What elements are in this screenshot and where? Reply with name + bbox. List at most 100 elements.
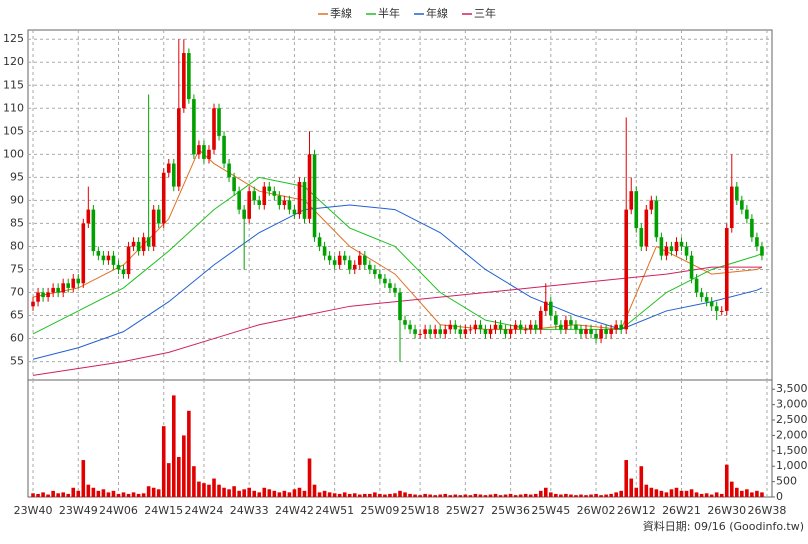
candle-body	[267, 186, 272, 192]
volume-bar	[197, 481, 201, 497]
candle-body	[669, 246, 674, 252]
x-tick-label: 25W36	[491, 504, 530, 517]
volume-bar	[192, 466, 196, 497]
candle-body	[151, 209, 156, 247]
candle-body	[614, 324, 618, 330]
candle-body	[81, 223, 86, 284]
volume-bar	[674, 487, 679, 497]
candle-body	[694, 278, 699, 293]
volume-bar	[302, 490, 307, 497]
volume-bar	[177, 456, 181, 497]
volume-bar	[378, 493, 382, 497]
candle-body	[624, 209, 629, 330]
volume-bar	[448, 495, 453, 497]
candle-body	[513, 324, 518, 330]
volume-bar	[714, 492, 719, 497]
candle-body	[438, 329, 443, 334]
volume-bar	[569, 494, 573, 497]
candle-body	[202, 145, 206, 159]
volume-bar	[745, 489, 749, 497]
volume-bar	[337, 493, 342, 497]
y-tick-label: 120	[3, 55, 24, 68]
candle-body	[463, 329, 468, 334]
candle-body	[453, 324, 458, 330]
volume-bar	[297, 487, 302, 497]
volume-bar	[327, 492, 332, 497]
candle-body	[559, 324, 563, 330]
volume-bar	[493, 493, 498, 497]
volume-bar	[277, 492, 282, 497]
volume-bar	[528, 494, 533, 497]
candle-body	[584, 329, 588, 334]
candle-body	[724, 228, 729, 311]
volume-bar	[508, 493, 513, 497]
source-note: 資料日期: 09/16 (Goodinfo.tw)	[643, 519, 804, 533]
candle-body	[594, 333, 598, 339]
candle-body	[729, 186, 734, 229]
x-tick-label: 24W42	[275, 504, 314, 517]
candle-body	[46, 292, 50, 298]
candle-body	[528, 324, 533, 330]
candle-body	[252, 191, 257, 201]
candle-body	[66, 283, 71, 288]
volume-bar	[332, 493, 337, 497]
volume-bar	[357, 494, 362, 497]
candle-body	[227, 163, 231, 178]
volume-bar	[146, 486, 151, 497]
volume-bar	[694, 492, 699, 497]
volume-bar	[729, 481, 734, 497]
x-tick-label: 25W27	[446, 504, 485, 517]
candle-body	[458, 329, 463, 334]
volume-bar	[554, 493, 558, 497]
y-tick-label: 0	[776, 490, 783, 503]
candle-body	[101, 255, 106, 261]
legend: 季線 半年 年線 三年	[318, 6, 496, 20]
volume-bar	[699, 493, 704, 497]
candle-body	[498, 324, 503, 330]
volume-bar	[599, 495, 603, 497]
candle-body	[126, 246, 131, 275]
volume-bar	[342, 492, 347, 497]
volume-bar	[709, 494, 714, 497]
volume-bar	[518, 494, 523, 497]
x-tick-label: 24W33	[230, 504, 269, 517]
x-tick-label: 26W30	[707, 504, 746, 517]
volume-bar	[36, 493, 40, 497]
candle-body	[518, 324, 523, 330]
candle-body	[554, 315, 558, 325]
candle-body	[307, 154, 312, 219]
candle-body	[363, 255, 367, 265]
candle-body	[745, 209, 749, 219]
candle-body	[292, 209, 297, 215]
volume-bar	[523, 493, 528, 497]
candle-body	[543, 301, 548, 311]
y-tick-label: 3,000	[776, 398, 808, 411]
volume-bar	[156, 489, 161, 497]
volume-bar	[609, 493, 613, 497]
volume-bar	[307, 458, 312, 497]
volume-bar	[704, 493, 709, 497]
x-tick-label: 25W18	[401, 504, 440, 517]
volume-bar	[740, 490, 744, 497]
candle-body	[373, 269, 377, 275]
candle-body	[735, 186, 739, 201]
candle-body	[564, 320, 568, 330]
volume-bar	[282, 490, 287, 497]
y-tick-label: 2,500	[776, 413, 808, 426]
candle-body	[61, 283, 65, 293]
volume-bar	[46, 494, 50, 497]
candle-body	[428, 329, 432, 334]
volume-bar	[106, 492, 111, 497]
candle-body	[347, 260, 352, 270]
candle-body	[473, 324, 478, 330]
x-tick-label: 24W06	[99, 504, 138, 517]
moving-average-line	[32, 204, 763, 360]
candle-body	[161, 172, 166, 224]
volume-bar	[579, 494, 583, 497]
candle-body	[41, 292, 45, 298]
volume-bar	[463, 494, 468, 497]
y-tick-label: 70	[10, 286, 24, 299]
x-tick-label: 23W40	[14, 504, 53, 517]
candle-body	[639, 228, 644, 247]
volume-bar	[66, 493, 71, 497]
